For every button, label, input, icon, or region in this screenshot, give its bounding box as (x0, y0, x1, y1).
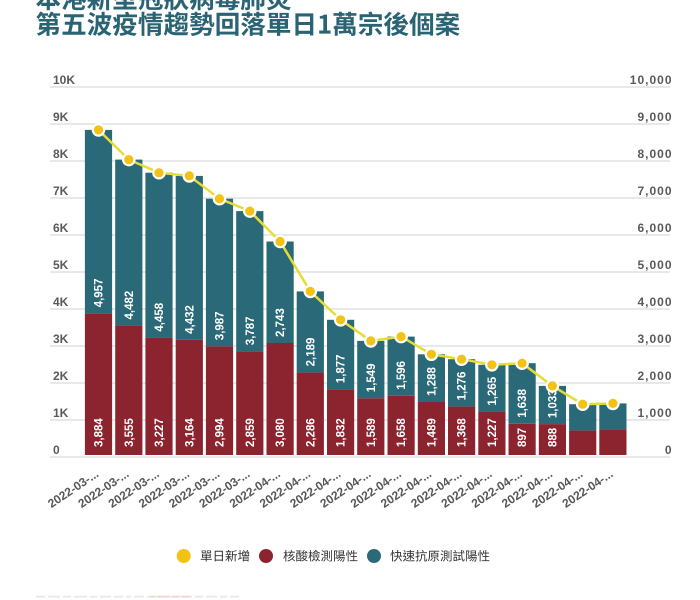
svg-text:1,658: 1,658 (396, 418, 408, 447)
svg-text:3,164: 3,164 (184, 418, 196, 447)
svg-text:1,288: 1,288 (426, 367, 438, 396)
svg-text:3,787: 3,787 (245, 316, 257, 345)
svg-text:1,227: 1,227 (487, 418, 499, 447)
svg-text:6K: 6K (53, 221, 69, 235)
svg-text:1,549: 1,549 (366, 363, 378, 392)
svg-text:6,000: 6,000 (637, 221, 672, 235)
svg-text:1,033: 1,033 (547, 389, 559, 418)
svg-text:3,000: 3,000 (637, 332, 672, 346)
svg-text:1,276: 1,276 (457, 372, 469, 401)
svg-text:8,000: 8,000 (637, 147, 672, 161)
svg-text:4,957: 4,957 (94, 279, 106, 308)
svg-text:4K: 4K (53, 295, 69, 309)
svg-text:1,596: 1,596 (396, 361, 408, 390)
svg-text:2,286: 2,286 (305, 418, 317, 447)
svg-text:4,000: 4,000 (637, 295, 672, 309)
svg-text:10K: 10K (53, 73, 75, 87)
svg-text:1,489: 1,489 (426, 418, 438, 447)
svg-text:4,458: 4,458 (154, 302, 166, 331)
svg-text:2,994: 2,994 (215, 418, 227, 447)
svg-text:3,884: 3,884 (94, 418, 106, 447)
svg-text:1,638: 1,638 (517, 388, 529, 417)
svg-text:7,000: 7,000 (637, 184, 672, 198)
svg-text:9K: 9K (53, 110, 69, 124)
svg-text:2,743: 2,743 (275, 308, 287, 337)
svg-text:0: 0 (665, 443, 673, 457)
svg-text:2,859: 2,859 (245, 418, 257, 447)
svg-text:1,368: 1,368 (457, 418, 469, 447)
svg-text:2,189: 2,189 (305, 338, 317, 367)
svg-text:7K: 7K (53, 184, 69, 198)
svg-text:3,227: 3,227 (154, 418, 166, 447)
svg-text:3,555: 3,555 (124, 418, 136, 447)
svg-text:888: 888 (547, 427, 559, 447)
svg-text:5,000: 5,000 (637, 258, 672, 272)
svg-text:8K: 8K (53, 147, 69, 161)
svg-text:3K: 3K (53, 332, 69, 346)
svg-text:10,000: 10,000 (630, 73, 673, 87)
svg-text:1,265: 1,265 (487, 376, 499, 405)
svg-text:9,000: 9,000 (637, 110, 672, 124)
svg-text:5K: 5K (53, 258, 69, 272)
svg-text:0: 0 (53, 443, 60, 457)
svg-text:3,987: 3,987 (215, 311, 227, 340)
svg-text:2K: 2K (53, 369, 69, 383)
svg-text:3,080: 3,080 (275, 418, 287, 447)
svg-text:1,000: 1,000 (637, 406, 672, 420)
svg-text:4,432: 4,432 (184, 305, 196, 334)
svg-text:4,482: 4,482 (124, 291, 136, 320)
svg-text:2,000: 2,000 (637, 369, 672, 383)
svg-text:897: 897 (517, 428, 529, 447)
svg-text:1K: 1K (53, 406, 69, 420)
svg-text:1,832: 1,832 (336, 418, 348, 447)
svg-text:1,589: 1,589 (366, 418, 378, 447)
svg-text:1,877: 1,877 (336, 354, 348, 383)
